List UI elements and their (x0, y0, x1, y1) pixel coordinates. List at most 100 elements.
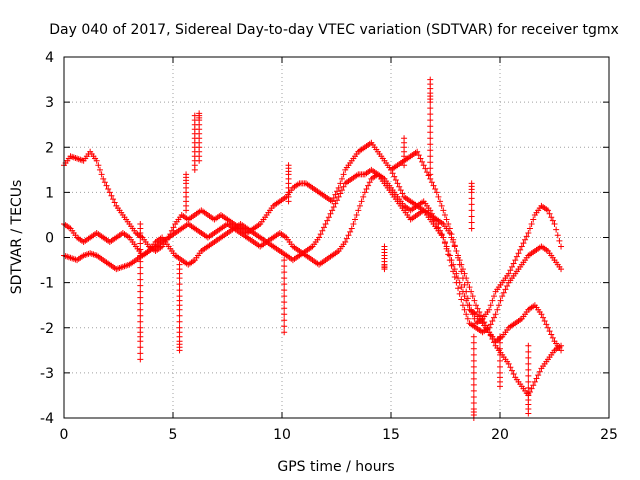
data-point (358, 198, 365, 205)
data-point (497, 345, 503, 352)
data-point (428, 210, 435, 217)
data-point (355, 207, 362, 214)
data-point (427, 111, 434, 118)
data-point (338, 175, 345, 182)
data-point (319, 227, 326, 234)
data-point (332, 200, 339, 207)
data-point (455, 275, 462, 282)
data-point (553, 226, 560, 233)
data-point (546, 328, 553, 335)
data-point (471, 297, 478, 304)
data-point (541, 317, 548, 324)
data-point (554, 232, 561, 239)
chart-title: Day 040 of 2017, Sidereal Day-to-day VTE… (49, 22, 619, 38)
data-point (137, 282, 144, 289)
data-point (441, 240, 448, 247)
data-point (508, 263, 515, 270)
data-point (470, 387, 477, 394)
data-point (365, 182, 372, 189)
data-point (427, 129, 434, 136)
data-point (464, 315, 471, 322)
data-point (108, 192, 115, 199)
data-point (513, 253, 520, 260)
data-point (110, 196, 117, 203)
data-point (558, 243, 565, 250)
data-point (510, 371, 517, 378)
data-point (176, 287, 183, 294)
data-point (461, 293, 468, 300)
data-point (435, 224, 442, 231)
data-point (176, 275, 183, 282)
data-point (446, 257, 453, 264)
data-point (137, 270, 144, 277)
data-point (360, 193, 367, 200)
data-point (528, 385, 535, 392)
data-point (401, 135, 408, 142)
data-point (558, 266, 565, 273)
data-point (470, 381, 477, 388)
data-point (525, 378, 532, 385)
data-point (427, 153, 434, 160)
data-point (329, 207, 336, 214)
data-point (544, 207, 551, 214)
data-point (476, 308, 483, 315)
data-point (430, 182, 437, 189)
data-point (461, 306, 468, 313)
data-point (330, 195, 337, 202)
y-tick-label: 2 (45, 140, 54, 156)
data-point (137, 344, 144, 351)
data-point (443, 245, 450, 252)
data-point (420, 162, 427, 169)
data-point (446, 225, 453, 232)
data-point (445, 220, 452, 227)
data-point (329, 198, 336, 205)
data-point (427, 105, 434, 112)
data-point (352, 216, 359, 223)
data-point (334, 188, 341, 195)
data-point (111, 199, 118, 206)
data-point (486, 329, 493, 336)
data-point (281, 287, 288, 294)
data-point (281, 293, 288, 300)
data-point (327, 210, 334, 217)
data-point (531, 378, 538, 385)
data-point (437, 198, 444, 205)
data-point (491, 293, 498, 300)
data-point (517, 246, 524, 253)
data-point (137, 294, 144, 301)
data-point (381, 266, 388, 273)
data-point (525, 348, 532, 355)
data-point (281, 281, 288, 288)
data-point (415, 152, 422, 159)
y-tick-label: -3 (40, 366, 54, 382)
data-point (522, 236, 529, 243)
data-point (281, 299, 288, 306)
data-point (464, 279, 471, 286)
data-point (394, 180, 401, 187)
data-point (448, 231, 455, 238)
data-point (484, 325, 491, 332)
data-point (530, 216, 537, 223)
data-point (487, 302, 494, 309)
data-point (463, 297, 470, 304)
data-point (176, 281, 183, 288)
data-point (337, 190, 344, 197)
data-point (456, 290, 463, 297)
data-point (458, 261, 465, 268)
data-point (427, 123, 434, 130)
data-point (468, 207, 475, 214)
data-point (515, 250, 522, 257)
data-point (535, 372, 542, 379)
data-point (497, 363, 503, 370)
data-point (441, 211, 448, 218)
data-point (137, 350, 144, 357)
y-tick-label: -2 (40, 321, 54, 337)
y-tick-label: 3 (45, 95, 54, 111)
data-point (489, 317, 496, 324)
data-point (469, 293, 476, 300)
data-point (106, 189, 113, 196)
data-point (137, 234, 144, 241)
data-point (549, 334, 556, 341)
data-point (353, 211, 360, 218)
